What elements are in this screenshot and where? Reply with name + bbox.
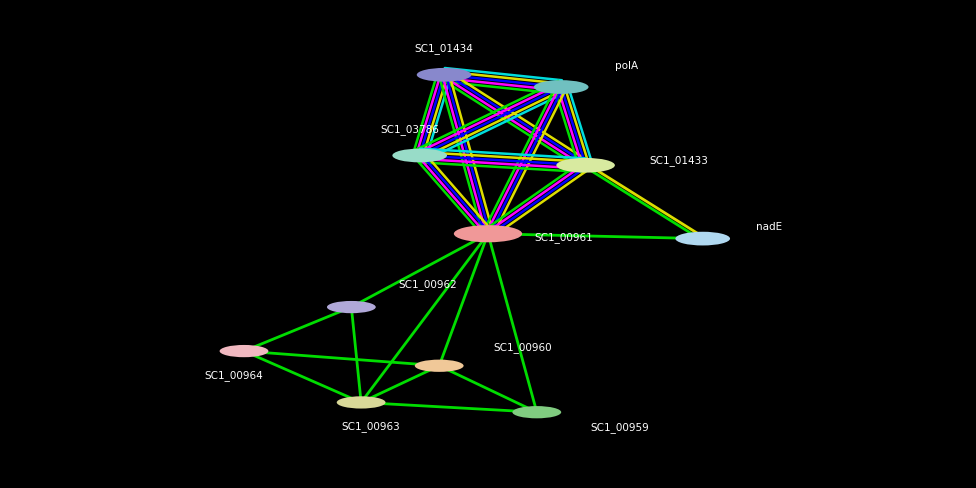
Text: SC1_00963: SC1_00963 — [342, 421, 400, 431]
Text: SC1_01434: SC1_01434 — [415, 43, 473, 54]
Ellipse shape — [415, 360, 464, 372]
Text: SC1_03786: SC1_03786 — [381, 124, 439, 135]
Ellipse shape — [392, 149, 447, 163]
Ellipse shape — [327, 301, 376, 314]
Text: SC1_00960: SC1_00960 — [493, 341, 551, 352]
Text: SC1_00964: SC1_00964 — [205, 369, 264, 380]
Text: SC1_00961: SC1_00961 — [535, 231, 593, 242]
Text: SC1_00959: SC1_00959 — [590, 422, 649, 432]
Ellipse shape — [454, 225, 522, 243]
Ellipse shape — [337, 396, 386, 409]
Ellipse shape — [675, 232, 730, 246]
Text: polA: polA — [615, 61, 638, 71]
Ellipse shape — [534, 81, 589, 95]
Ellipse shape — [512, 406, 561, 419]
Text: SC1_00962: SC1_00962 — [398, 279, 457, 289]
Ellipse shape — [556, 159, 615, 173]
Ellipse shape — [417, 69, 471, 82]
Text: SC1_01433: SC1_01433 — [649, 155, 708, 165]
Text: nadE: nadE — [756, 222, 783, 232]
Ellipse shape — [220, 345, 268, 358]
